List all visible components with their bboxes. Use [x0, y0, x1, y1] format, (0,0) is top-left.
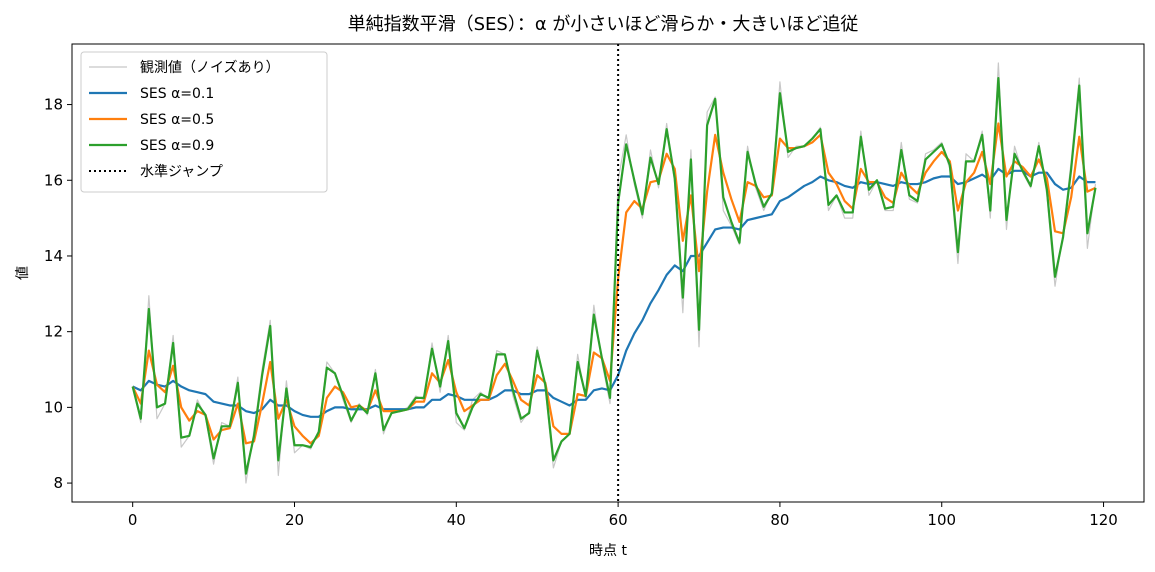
x-tick-label: 20 — [285, 511, 304, 529]
x-axis-label: 時点 t — [589, 543, 627, 559]
series-line-3 — [131, 76, 1097, 475]
x-tick-label: 0 — [128, 511, 138, 529]
legend: 観測値（ノイズあり） SES α=0.1 SES α=0.5 SES α=0.9 水準ジ… — [80, 51, 328, 193]
chart-title: 単純指数平滑（SES）：α が小さいほど滑らか・大きいほど追従 — [348, 14, 859, 35]
x-tick-label: 100 — [927, 511, 956, 529]
legend-label-4: 水準ジャンプ — [140, 164, 223, 180]
legend-box — [80, 51, 328, 193]
y-tick-label: 16 — [44, 171, 63, 189]
y-tick-label: 12 — [44, 323, 63, 341]
ticks-layer: 0 20 40 60 80 100 120 8 10 12 14 16 18 — [44, 96, 1118, 529]
x-tick-label: 120 — [1089, 511, 1118, 529]
y-tick-label: 8 — [53, 474, 63, 492]
plot-area-frame — [71, 43, 1145, 503]
y-axis-label: 値 — [15, 266, 31, 280]
y-tick-label: 10 — [44, 398, 63, 416]
y-tick-label: 18 — [44, 96, 63, 114]
x-tick-label: 80 — [770, 511, 789, 529]
legend-label-0: 観測値（ノイズあり） — [140, 59, 280, 76]
legend-label-2: SES α=0.5 — [140, 112, 214, 128]
series-line-1 — [132, 167, 1096, 418]
legend-items: 観測値（ノイズあり） SES α=0.1 SES α=0.5 SES α=0.9 水準ジ… — [89, 59, 280, 180]
series-line-2 — [131, 122, 1096, 445]
x-tick-label: 40 — [447, 511, 466, 529]
legend-label-1: SES α=0.1 — [140, 86, 214, 102]
x-tick-label: 60 — [609, 511, 628, 529]
legend-label-3: SES α=0.9 — [140, 138, 214, 154]
series-layer — [131, 44, 1097, 502]
y-tick-label: 14 — [44, 247, 63, 265]
